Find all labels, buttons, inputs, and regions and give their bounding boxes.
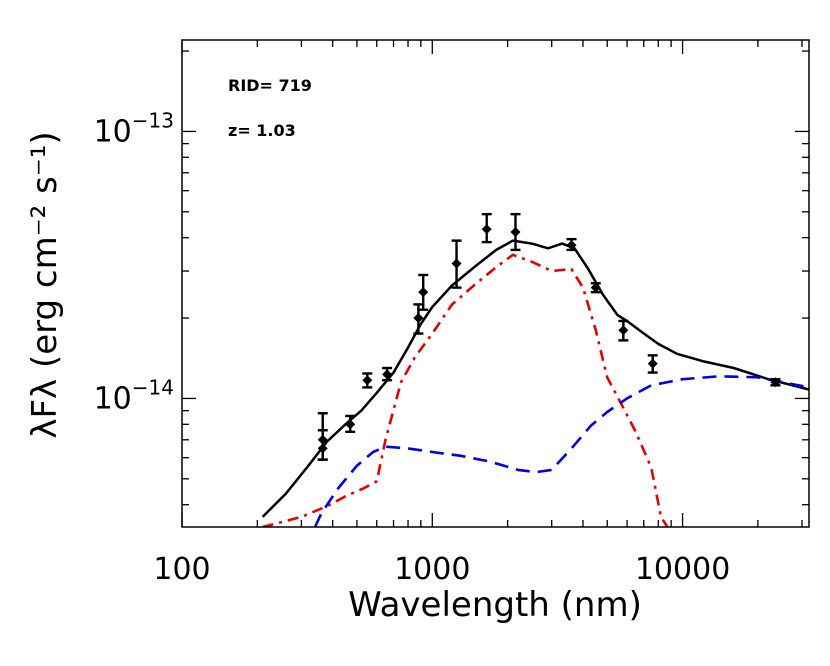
- data-point: [382, 366, 393, 382]
- annotation-rid: RID= 719: [228, 76, 312, 95]
- data-point: [647, 354, 658, 374]
- diamond-marker: [418, 287, 429, 298]
- diamond-marker: [362, 375, 373, 386]
- diamond-marker: [481, 224, 492, 235]
- diamond-marker: [382, 369, 393, 380]
- data-point: [451, 239, 462, 289]
- data-point: [510, 212, 521, 252]
- plot-frame: [181, 39, 810, 528]
- series-line-stellar-component: [262, 253, 669, 527]
- diamond-marker: [618, 325, 629, 336]
- x-tick-label: 100: [153, 552, 210, 587]
- y-tick-label: 10−13: [94, 108, 174, 149]
- data-point: [362, 372, 373, 389]
- data-point: [618, 319, 629, 342]
- data-point: [566, 237, 577, 252]
- diamond-marker: [345, 419, 356, 430]
- x-axis-title: Wavelength (nm): [348, 585, 642, 625]
- y-axis-title: λFλ (erg cm⁻² s⁻¹): [25, 131, 65, 438]
- annotation-redshift: z= 1.03: [228, 121, 296, 140]
- series-line-AGN-component: [313, 375, 809, 527]
- data-point: [345, 414, 356, 433]
- x-tick-label: 10000: [635, 552, 730, 587]
- diamond-marker: [317, 443, 328, 454]
- observations-layer: [317, 212, 781, 461]
- ticks-layer: [181, 40, 809, 527]
- tick-labels-layer: 100 1000 10000 10−14 10−13: [94, 108, 731, 587]
- data-point: [770, 377, 781, 388]
- series-layer: [261, 239, 809, 527]
- data-point: [590, 282, 601, 294]
- data-point: [418, 273, 429, 311]
- diamond-marker: [413, 313, 424, 324]
- diamond-marker: [451, 258, 462, 269]
- series-line-total-model: [261, 239, 809, 518]
- y-tick-exponent: −14: [132, 375, 174, 399]
- diamond-marker: [647, 358, 658, 369]
- y-tick-label: 10−14: [94, 375, 174, 416]
- diamond-marker: [590, 282, 601, 293]
- y-tick-exponent: −13: [132, 108, 174, 132]
- diamond-marker: [770, 377, 781, 388]
- data-point: [481, 212, 492, 244]
- x-tick-label: 1000: [394, 552, 470, 587]
- diamond-marker: [566, 240, 577, 251]
- data-point: [317, 429, 328, 461]
- diamond-marker: [510, 227, 521, 238]
